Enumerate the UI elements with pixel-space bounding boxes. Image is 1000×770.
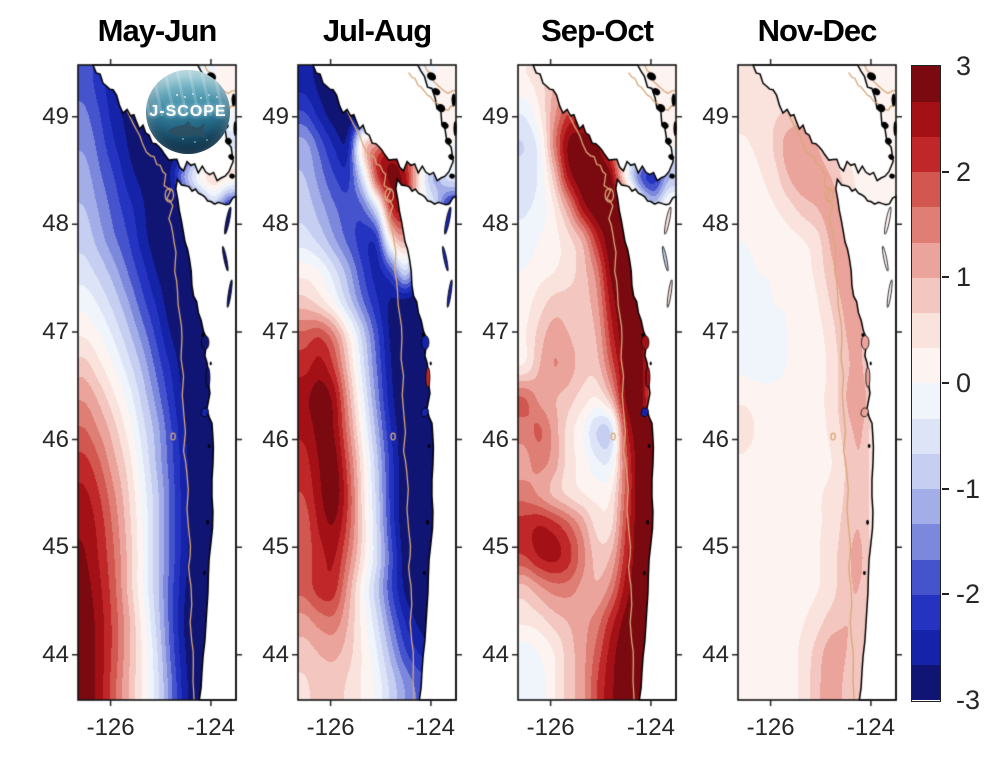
y-tick-label: 47 <box>42 317 69 345</box>
colorbar-band <box>912 488 940 525</box>
colorbar-tick <box>942 276 949 279</box>
panel-title: Sep-Oct <box>541 13 654 48</box>
colorbar-tick-label: -3 <box>956 685 981 715</box>
colorbar-band <box>912 664 940 701</box>
colorbar-tick-label: 3 <box>956 51 972 81</box>
y-tick-label: 47 <box>702 317 729 345</box>
colorbar-tick <box>942 487 949 490</box>
colorbar-band <box>912 242 940 278</box>
map-panel-jul-aug: Jul-Aug 49 48 47 46 45 44 -126 -124 <box>262 13 466 741</box>
y-tick-label: 44 <box>262 640 289 668</box>
fish-school-dots <box>176 94 178 96</box>
colorbar-tick-label: 2 <box>956 156 972 187</box>
y-tick-label: 48 <box>42 210 69 238</box>
colorbar-band <box>912 453 940 490</box>
colorbar-band <box>912 312 940 349</box>
colorbar-tick-label: -1 <box>956 473 981 504</box>
colorbar-band <box>912 594 940 631</box>
panel-title: Jul-Aug <box>322 13 432 48</box>
y-tick-label: 45 <box>42 533 69 561</box>
colorbar-band <box>912 559 940 595</box>
map-canvas <box>728 55 906 710</box>
y-tick-label: 46 <box>42 425 69 453</box>
y-tick-label: 47 <box>482 317 509 345</box>
colorbar-band <box>912 383 940 419</box>
colorbar-band <box>912 347 940 384</box>
fish-icon <box>168 121 205 139</box>
y-tick-label: 47 <box>262 317 289 345</box>
colorbar-band <box>912 66 940 102</box>
y-tick-label: 45 <box>262 533 289 561</box>
y-tick-label: 46 <box>482 425 509 453</box>
y-tick-label: 48 <box>482 210 509 238</box>
y-tick-label: 46 <box>702 425 729 453</box>
y-tick-label: 49 <box>42 102 69 130</box>
colorbar-band <box>912 101 940 137</box>
y-tick-label: 44 <box>42 640 69 668</box>
x-tick-label: -124 <box>626 714 675 741</box>
x-tick-label: -124 <box>186 714 235 741</box>
colorbar-band <box>912 206 940 243</box>
colorbar-band <box>912 136 940 173</box>
colorbar-band <box>912 418 940 454</box>
y-tick-label: 46 <box>262 425 289 453</box>
colorbar-tick-label: 1 <box>956 262 972 293</box>
map-panel-may-jun: May-Jun J-SCOPE 49 48 47 46 45 44 -126 -124 <box>42 13 246 741</box>
colorbar-band <box>912 523 940 560</box>
y-tick-label: 48 <box>262 210 289 238</box>
colorbar-band <box>912 629 940 666</box>
x-tick-label: -124 <box>846 714 895 741</box>
map-panel-nov-dec: Nov-Dec 49 48 47 46 45 44 -126 -124 <box>702 13 906 741</box>
colorbar-tick <box>942 593 949 596</box>
map-panel-sep-oct: Sep-Oct 49 48 47 46 45 44 -126 -124 <box>482 13 686 741</box>
map-canvas <box>288 55 466 710</box>
y-tick-label: 44 <box>482 640 509 668</box>
colorbar-tick-label: 0 <box>956 368 972 398</box>
x-tick-label: -126 <box>746 714 795 741</box>
map-canvas <box>508 55 686 710</box>
y-tick-label: 44 <box>702 640 729 668</box>
colorbar-tick <box>942 170 949 173</box>
colorbar-tick-label: -2 <box>956 579 981 610</box>
panel-title: May-Jun <box>97 13 218 48</box>
y-tick-label: 49 <box>702 102 729 130</box>
jscope-logo: J-SCOPE <box>146 70 230 154</box>
x-tick-label: -126 <box>306 714 355 741</box>
y-tick-label: 49 <box>482 102 509 130</box>
colorbar: 3 2 1 0 -1 -2 -3 <box>911 52 980 714</box>
y-tick-label: 49 <box>262 102 289 130</box>
colorbar-band <box>912 171 940 208</box>
y-tick-label: 45 <box>482 533 509 561</box>
y-tick-label: 45 <box>702 533 729 561</box>
colorbar-tick <box>942 382 949 384</box>
y-tick-label: 48 <box>702 210 729 238</box>
x-tick-label: -124 <box>406 714 455 741</box>
x-tick-label: -126 <box>86 714 135 741</box>
panel-title: Nov-Dec <box>757 13 878 48</box>
colorbar-band <box>912 277 940 314</box>
map-canvas <box>68 55 246 710</box>
x-tick-label: -126 <box>526 714 575 741</box>
jscope-logo-label: J-SCOPE <box>149 103 227 120</box>
